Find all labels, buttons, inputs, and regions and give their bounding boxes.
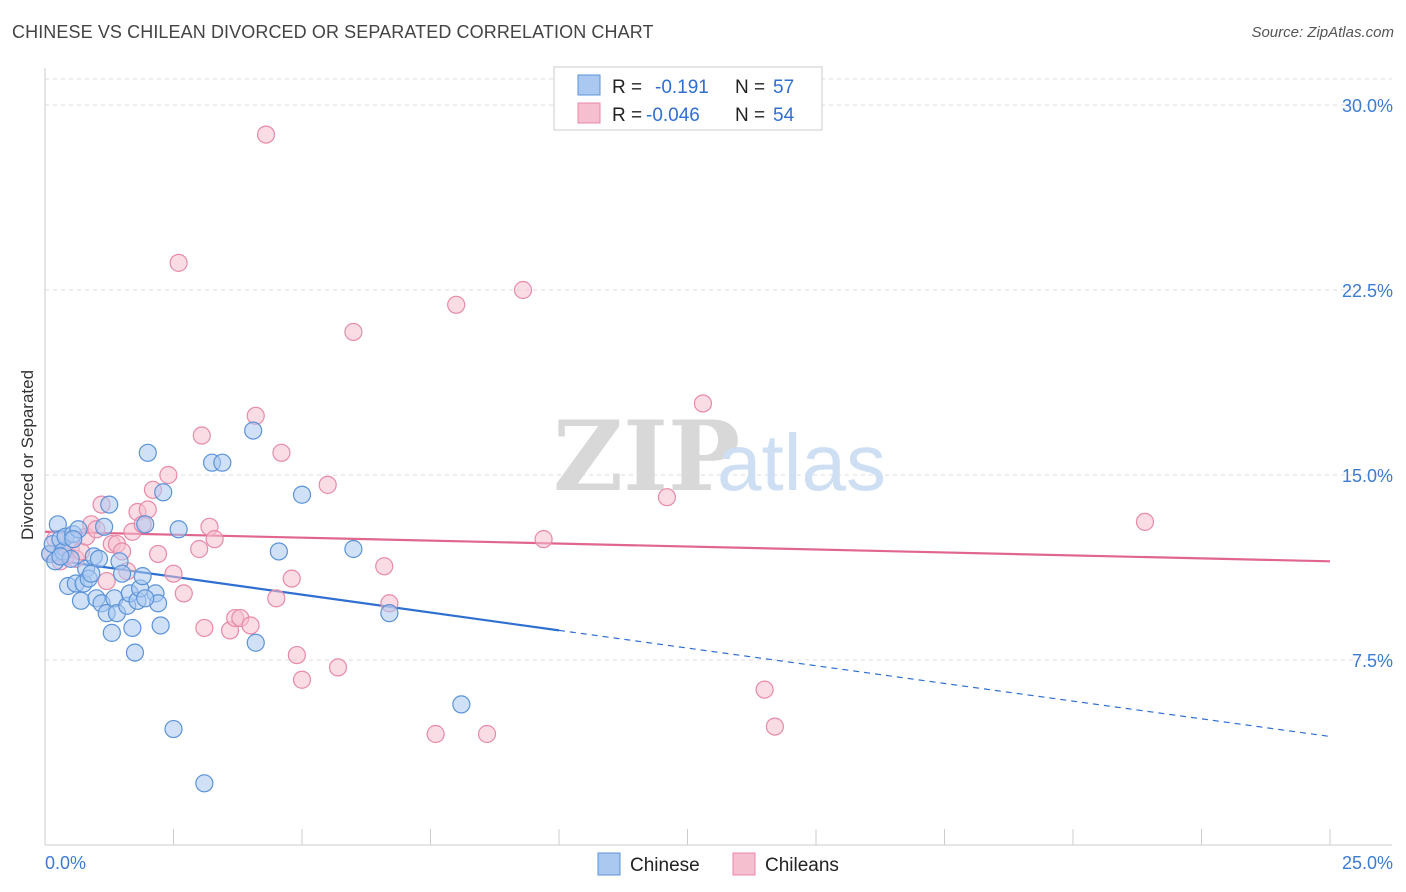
chinese-point bbox=[213, 453, 232, 472]
chileans-point bbox=[97, 571, 116, 591]
chinese-point bbox=[244, 421, 263, 440]
chinese-point bbox=[452, 695, 471, 714]
watermark-zip: ZIP bbox=[553, 400, 740, 513]
chinese-point bbox=[136, 589, 155, 608]
chileans-point bbox=[513, 280, 533, 300]
chileans-point bbox=[148, 544, 168, 564]
chinese-point bbox=[151, 616, 170, 635]
bottom-legend-label-chinese: Chinese bbox=[630, 855, 700, 876]
chinese-point bbox=[164, 719, 183, 739]
chileans-point bbox=[267, 589, 286, 608]
chileans-point bbox=[256, 125, 276, 144]
legend-r-value-chileans: -0.046 bbox=[646, 105, 700, 126]
chileans-point bbox=[693, 394, 713, 413]
watermark: ZIP atlas bbox=[553, 400, 886, 513]
x-tick-label: 25.0% bbox=[1342, 853, 1393, 873]
chinese-point bbox=[64, 530, 83, 549]
chinese-point bbox=[154, 483, 173, 502]
chileans-point bbox=[447, 295, 466, 314]
watermark-atlas: atlas bbox=[717, 418, 886, 507]
y-tick-label: 22.5% bbox=[1342, 281, 1393, 301]
chileans-point bbox=[292, 670, 312, 689]
bottom-legend-label-chileans: Chileans bbox=[765, 855, 839, 876]
bottom-legend-swatch-chileans bbox=[732, 852, 756, 876]
axes bbox=[44, 68, 1392, 846]
chinese-point bbox=[123, 618, 142, 638]
chileans-point bbox=[765, 717, 784, 736]
legend-swatch-chileans bbox=[577, 102, 601, 124]
legend-swatch-chinese bbox=[577, 74, 601, 96]
chinese-point bbox=[292, 485, 312, 504]
chileans-point bbox=[241, 616, 260, 635]
legend-n-value-chinese: 57 bbox=[773, 77, 794, 98]
legend-n-label-chileans: N = bbox=[735, 105, 765, 126]
legend-n-value-chileans: 54 bbox=[773, 105, 795, 126]
chinese-point bbox=[102, 623, 121, 642]
x-tick-label: 0.0% bbox=[45, 853, 86, 873]
chinese-point bbox=[380, 604, 399, 623]
chileans-point bbox=[282, 569, 301, 588]
chinese-point bbox=[100, 495, 119, 514]
chileans-point bbox=[657, 488, 677, 507]
chinese-point bbox=[136, 515, 155, 534]
chinese-trend-extension bbox=[558, 629, 1331, 738]
chinese-point bbox=[82, 564, 101, 583]
series-chinese bbox=[41, 421, 471, 793]
chart-title: CHINESE VS CHILEAN DIVORCED OR SEPARATED… bbox=[12, 22, 654, 42]
series-legend: Chinese Chileans bbox=[597, 852, 839, 876]
chileans-point bbox=[328, 658, 348, 677]
chileans-point bbox=[344, 322, 363, 342]
legend-n-label-chinese: N = bbox=[735, 77, 765, 98]
chinese-point bbox=[112, 564, 132, 583]
chileans-point bbox=[169, 253, 188, 272]
chileans-point bbox=[246, 406, 265, 425]
chileans-point bbox=[375, 557, 394, 576]
legend-r-label-chinese: R = bbox=[612, 77, 642, 98]
chileans-point bbox=[534, 530, 553, 549]
chinese-point bbox=[51, 547, 70, 566]
legend-r-value-chinese: -0.191 bbox=[655, 77, 709, 98]
chileans-trend-line bbox=[44, 530, 1331, 563]
chileans-point bbox=[190, 539, 209, 559]
chileans-point bbox=[164, 564, 183, 583]
correlation-legend: R = -0.191 N = 57 R = -0.046 N = 54 bbox=[553, 66, 823, 131]
y-tick-label: 30.0% bbox=[1342, 96, 1393, 116]
chinese-point bbox=[71, 591, 91, 610]
legend-r-label-chileans: R = bbox=[612, 105, 642, 126]
chileans-point bbox=[192, 426, 211, 445]
chileans-point bbox=[1135, 512, 1155, 531]
chinese-point bbox=[95, 517, 114, 536]
chinese-point bbox=[138, 443, 157, 462]
chinese-point bbox=[246, 633, 265, 652]
chileans-point bbox=[287, 645, 306, 665]
chileans-point bbox=[195, 618, 214, 638]
chinese-point bbox=[125, 643, 145, 662]
bottom-legend-swatch-chinese bbox=[597, 852, 621, 876]
chinese-point bbox=[269, 542, 288, 561]
chileans-point bbox=[426, 724, 445, 744]
y-tick-label: 15.0% bbox=[1342, 466, 1393, 486]
source-label: Source: ZipAtlas.com bbox=[1251, 24, 1394, 41]
chileans-point bbox=[174, 584, 193, 603]
chileans-point bbox=[138, 500, 157, 519]
y-tick-label: 7.5% bbox=[1352, 651, 1393, 671]
grid-lines bbox=[45, 78, 1392, 661]
y-axis-label: Divorced or Separated bbox=[18, 370, 37, 540]
chinese-point bbox=[195, 774, 214, 793]
chinese-point bbox=[344, 539, 363, 559]
chileans-point bbox=[205, 530, 224, 549]
chinese-point bbox=[89, 549, 109, 568]
chileans-point bbox=[159, 465, 178, 485]
tick-labels: 7.5% 15.0% 22.5% 30.0% 0.0% 25.0% bbox=[45, 96, 1393, 873]
chileans-point bbox=[477, 724, 497, 744]
chileans-point bbox=[318, 475, 337, 494]
chinese-point bbox=[133, 567, 152, 586]
chinese-point bbox=[169, 520, 188, 539]
chileans-point bbox=[755, 680, 774, 699]
chileans-point bbox=[272, 443, 291, 462]
